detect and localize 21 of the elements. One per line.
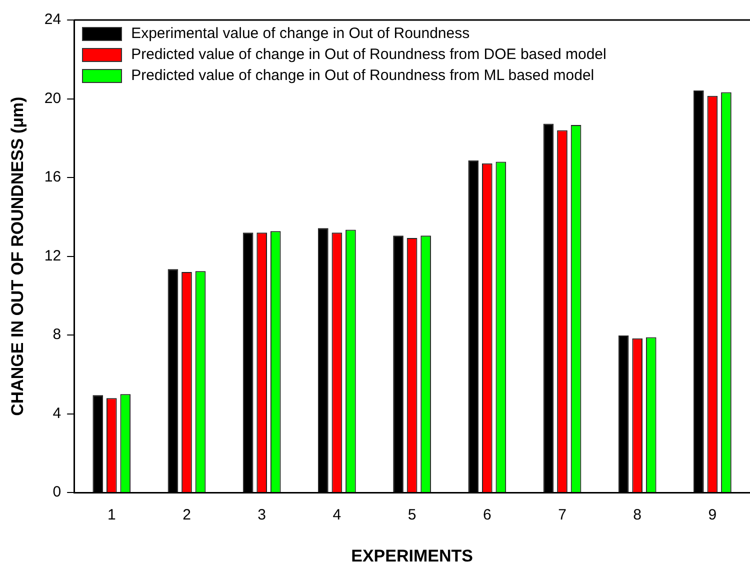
legend-label: Predicted value of change in Out of Roundness from DOE based model [131, 45, 606, 65]
legend-label: Experimental value of change in Out of Roundness [131, 24, 470, 44]
y-axis-title: CHANGE IN OUT OF ROUNDNESS (μm) [8, 96, 27, 416]
y-tick-label: 8 [52, 326, 62, 344]
x-tick-label: 2 [182, 506, 191, 524]
x-tick-label: 9 [708, 506, 717, 524]
x-tick-label: 4 [332, 506, 342, 524]
x-axis-title: EXPERIMENTS [351, 546, 473, 566]
x-tick-label: 1 [107, 506, 116, 524]
y-tick-label: 20 [44, 90, 62, 107]
y-tick-label: 0 [52, 484, 62, 501]
y-tick-label: 4 [52, 404, 62, 422]
y-tick-label: 12 [44, 247, 62, 264]
y-tick-label: 16 [44, 168, 62, 186]
x-tick-label: 8 [633, 506, 642, 524]
y-tick-label: 24 [44, 11, 62, 28]
x-tick-label: 7 [558, 506, 566, 524]
x-tick-label: 3 [258, 506, 266, 524]
legend-label: Predicted value of change in Out of Roundness from ML based model [131, 66, 594, 86]
x-tick-label: 6 [482, 506, 492, 524]
x-tick-label: 5 [408, 506, 416, 524]
